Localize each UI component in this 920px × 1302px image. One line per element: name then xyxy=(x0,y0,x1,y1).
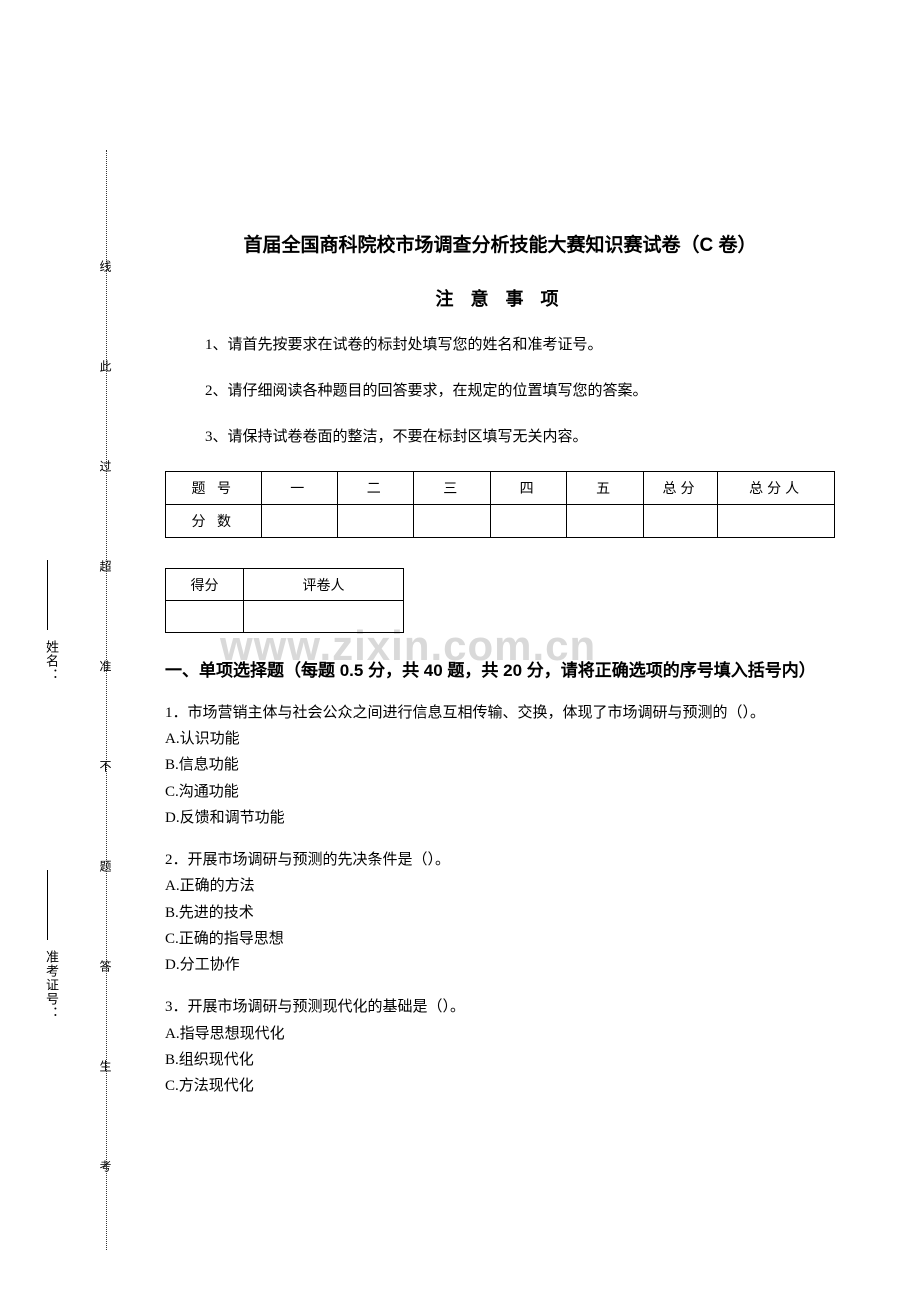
boundary-char: 线 xyxy=(97,260,114,273)
boundary-char: 此 xyxy=(97,360,114,373)
score-table: 题 号 一 二 三 四 五 总分 总分人 分 数 xyxy=(165,471,835,538)
question-stem: 2．开展市场调研与预测的先决条件是（）。 xyxy=(165,847,835,873)
question-option: B.信息功能 xyxy=(165,752,835,778)
table-row xyxy=(166,601,404,633)
section-heading: 一、单项选择题（每题 0.5 分，共 40 题，共 20 分，请将正确选项的序号… xyxy=(165,657,835,686)
eval-grader-header: 评卷人 xyxy=(244,569,404,601)
col-header: 一 xyxy=(261,472,337,505)
exam-sidebar: 准考证号： 姓名： 考 生 答 题 不 准 超 过 此 线 xyxy=(30,150,140,1250)
row-label: 题 号 xyxy=(166,472,262,505)
score-cell xyxy=(338,505,414,538)
notice-item: 2、请仔细阅读各种题目的回答要求，在规定的位置填写您的答案。 xyxy=(165,379,835,403)
score-cell xyxy=(414,505,490,538)
name-line xyxy=(47,560,48,630)
eval-grader-cell xyxy=(244,601,404,633)
boundary-char: 生 xyxy=(97,1060,114,1073)
table-row: 得分 评卷人 xyxy=(166,569,404,601)
question-block: 2．开展市场调研与预测的先决条件是（）。 A.正确的方法 B.先进的技术 C.正… xyxy=(165,847,835,978)
col-header: 二 xyxy=(338,472,414,505)
notice-heading: 注 意 事 项 xyxy=(165,285,835,311)
eval-score-cell xyxy=(166,601,244,633)
exam-id-label: 准考证号： xyxy=(42,950,61,1020)
question-option: B.先进的技术 xyxy=(165,900,835,926)
boundary-char: 过 xyxy=(97,460,114,473)
evaluator-table: 得分 评卷人 xyxy=(165,568,404,633)
question-stem: 3．开展市场调研与预测现代化的基础是（）。 xyxy=(165,994,835,1020)
table-row: 题 号 一 二 三 四 五 总分 总分人 xyxy=(166,472,835,505)
question-block: 3．开展市场调研与预测现代化的基础是（）。 A.指导思想现代化 B.组织现代化 … xyxy=(165,994,835,1099)
row-label: 分 数 xyxy=(166,505,262,538)
question-option: A.正确的方法 xyxy=(165,873,835,899)
score-cell xyxy=(718,505,835,538)
col-header: 五 xyxy=(567,472,643,505)
question-option: C.沟通功能 xyxy=(165,779,835,805)
boundary-char: 超 xyxy=(97,560,114,573)
question-block: 1．市场营销主体与社会公众之间进行信息互相传输、交换，体现了市场调研与预测的（）… xyxy=(165,700,835,831)
col-header: 四 xyxy=(490,472,566,505)
exam-id-line xyxy=(47,870,48,940)
score-cell xyxy=(261,505,337,538)
question-option: C.正确的指导思想 xyxy=(165,926,835,952)
col-header: 总分人 xyxy=(718,472,835,505)
score-cell xyxy=(490,505,566,538)
question-option: D.反馈和调节功能 xyxy=(165,805,835,831)
eval-score-header: 得分 xyxy=(166,569,244,601)
score-cell xyxy=(567,505,643,538)
question-option: A.指导思想现代化 xyxy=(165,1021,835,1047)
boundary-char: 题 xyxy=(97,860,114,873)
boundary-char: 答 xyxy=(97,960,114,973)
question-stem: 1．市场营销主体与社会公众之间进行信息互相传输、交换，体现了市场调研与预测的（）… xyxy=(165,700,835,726)
question-option: A.认识功能 xyxy=(165,726,835,752)
notice-item: 3、请保持试卷卷面的整洁，不要在标封区填写无关内容。 xyxy=(165,425,835,449)
boundary-char: 不 xyxy=(97,760,114,773)
question-option: D.分工协作 xyxy=(165,952,835,978)
question-option: B.组织现代化 xyxy=(165,1047,835,1073)
page-content: 首届全国商科院校市场调查分析技能大赛知识赛试卷（C 卷） 注 意 事 项 1、请… xyxy=(165,230,835,1099)
question-option: C.方法现代化 xyxy=(165,1073,835,1099)
name-label: 姓名： xyxy=(42,640,61,682)
col-header: 总分 xyxy=(643,472,717,505)
boundary-char: 准 xyxy=(97,660,114,673)
notice-item: 1、请首先按要求在试卷的标封处填写您的姓名和准考证号。 xyxy=(165,333,835,357)
exam-title: 首届全国商科院校市场调查分析技能大赛知识赛试卷（C 卷） xyxy=(165,230,835,257)
col-header: 三 xyxy=(414,472,490,505)
score-cell xyxy=(643,505,717,538)
table-row: 分 数 xyxy=(166,505,835,538)
boundary-char: 考 xyxy=(97,1160,114,1173)
